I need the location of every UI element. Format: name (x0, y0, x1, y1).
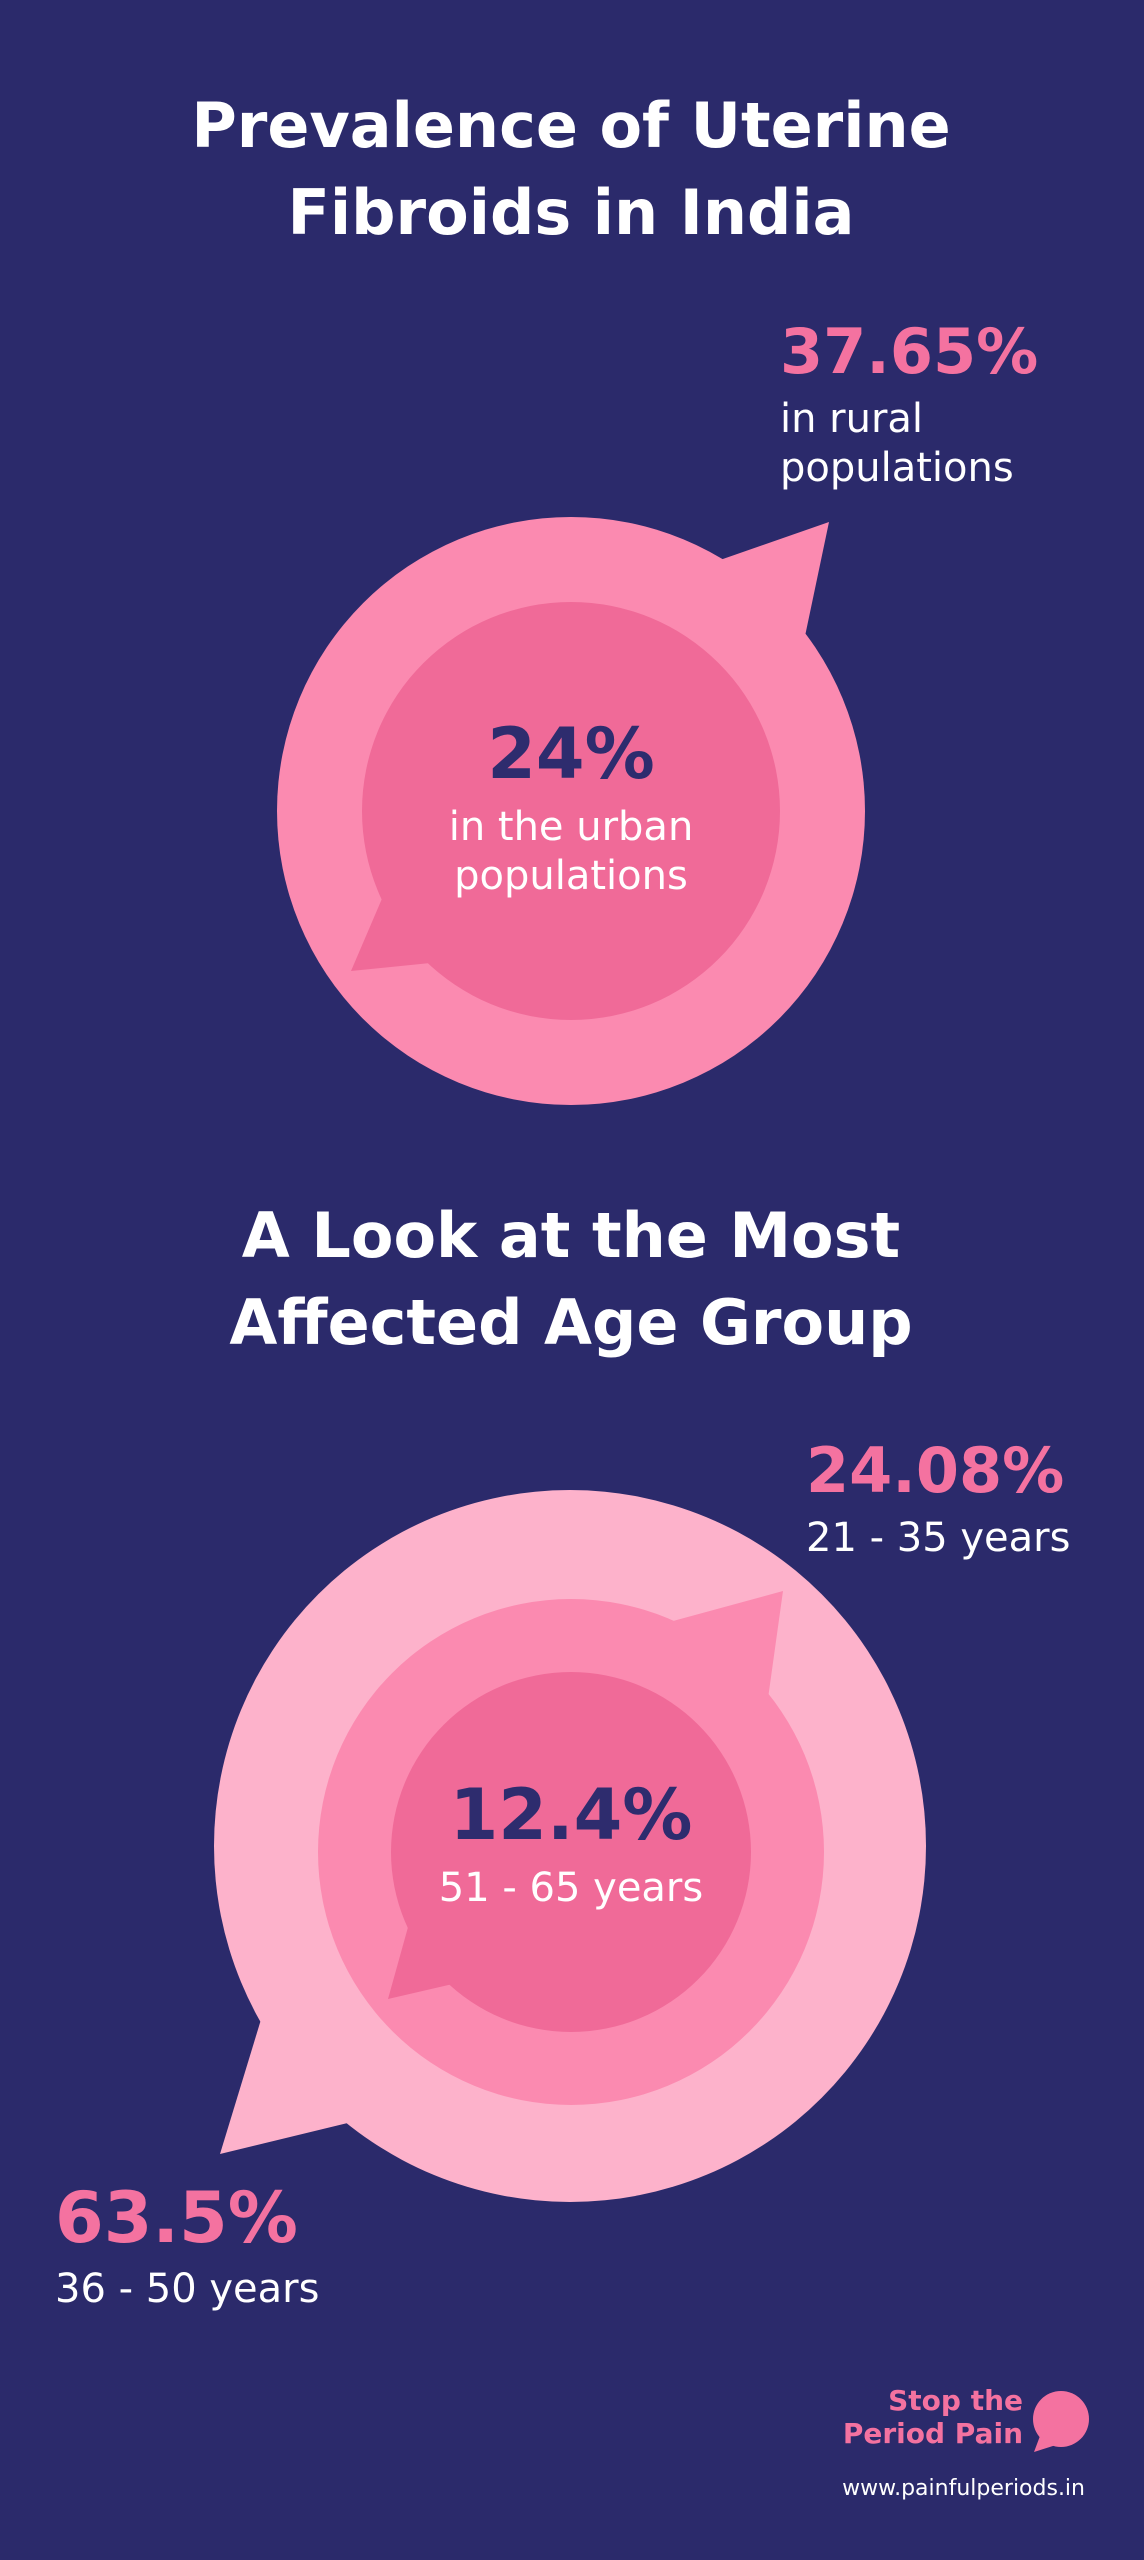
url: www.painfulperiods.in (842, 2476, 1085, 2501)
stat-label: 51 - 65 years (439, 1865, 703, 1911)
stat-value: 63.5% (55, 2177, 298, 2259)
stat-label: in the urban (449, 804, 694, 850)
bubble-tail (220, 1990, 360, 2154)
stat-label: in rural (780, 396, 923, 442)
stat-label: 21 - 35 years (806, 1515, 1070, 1561)
section-title: Affected Age Group (229, 1286, 912, 1359)
bubble-tail (351, 880, 460, 971)
brand: Period Pain (843, 2417, 1023, 2450)
inner-bubble (362, 602, 780, 1020)
logo: Stop the Period Pain (843, 2384, 1089, 2452)
brand: Stop the (888, 2384, 1023, 2417)
title: Prevalence of Uterine (191, 89, 950, 162)
stat-value: 24.08% (806, 1434, 1064, 1507)
stat-value: 24% (487, 713, 655, 795)
stat-value: 12.4% (450, 1774, 693, 1856)
bubble-tail (720, 522, 829, 660)
stat-label: 36 - 50 years (55, 2266, 319, 2312)
stat-label: populations (454, 853, 688, 899)
bubble-1 (277, 517, 865, 1105)
inner-bubble (391, 1672, 751, 2032)
bubble-tail (640, 1591, 783, 1720)
section-title: A Look at the Most (242, 1199, 900, 1272)
title: Fibroids in India (288, 176, 855, 249)
stat-value: 37.65% (780, 315, 1038, 388)
logo-bubble (1033, 2391, 1089, 2447)
logo-tail (1034, 2436, 1056, 2452)
bubble-2 (214, 1490, 926, 2202)
stat-label: populations (780, 445, 1014, 491)
bubble-tail (388, 1920, 470, 1999)
